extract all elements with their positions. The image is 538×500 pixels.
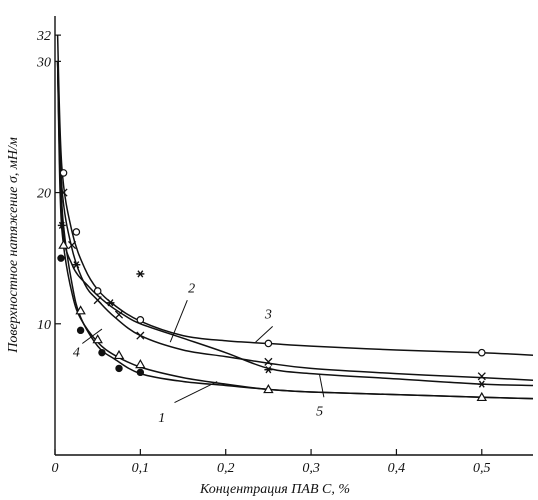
marker-open-triangle (92, 334, 103, 344)
y-tick-label: 30 (36, 55, 51, 70)
x-tick-label: 0,1 (132, 461, 150, 476)
marker-open-triangle (113, 349, 125, 360)
marker-open-circle (136, 316, 145, 324)
marker-cross (93, 296, 102, 305)
marker-cross (136, 331, 145, 340)
marker-asterisk (264, 366, 273, 374)
marker-asterisk (57, 221, 66, 229)
x-tick-label: 0,4 (388, 461, 406, 476)
x-axis-title: Концентрация ПАВ C, % (199, 482, 350, 497)
curve-label-3: 3 (264, 308, 272, 323)
marker-open-circle (72, 228, 81, 236)
curve-3 (56, 35, 534, 357)
markers (57, 169, 488, 402)
curve-label-4: 4 (73, 346, 80, 361)
leader-line-3 (255, 326, 273, 343)
curves (56, 35, 534, 400)
leader-line-5 (319, 374, 325, 398)
curve-4 (56, 61, 534, 400)
marker-open-circle (264, 339, 273, 348)
leader-line-2 (169, 299, 188, 343)
marker-cross (477, 372, 486, 381)
marker-open-triangle (263, 383, 274, 394)
curve-labels: 1 2 3 4 5 (73, 281, 325, 426)
y-tick-label: 32 (36, 29, 51, 44)
marker-open-circle (93, 287, 102, 295)
x-tick-label: 0,2 (217, 461, 235, 476)
marker-cross (68, 241, 77, 250)
marker-filled-circle (136, 368, 145, 377)
curve-5 (56, 61, 534, 387)
marker-filled-circle (76, 326, 85, 335)
marker-asterisk (477, 380, 486, 388)
x-tick-label: 0 (52, 461, 59, 476)
marker-cross (59, 188, 68, 197)
marker-filled-circle (57, 254, 65, 262)
marker-open-triangle (75, 305, 86, 315)
marker-open-triangle (58, 239, 69, 249)
marker-filled-circle (98, 348, 106, 357)
marker-open-circle (59, 169, 68, 177)
curve-label-5: 5 (316, 405, 323, 420)
y-axis-title: Поверхностное натяжение σ, мН/м (6, 137, 21, 354)
curve-label-2: 2 (188, 281, 195, 296)
x-tick-label: 0,5 (473, 461, 491, 476)
marker-open-circle (477, 348, 486, 357)
leader-line-4 (82, 328, 103, 344)
curve-1 (56, 61, 534, 400)
curve-label-1: 1 (158, 411, 165, 426)
y-tick-label: 10 (37, 318, 51, 333)
marker-asterisk (106, 299, 115, 307)
marker-asterisk (72, 261, 81, 269)
x-tick-label: 0,3 (302, 461, 320, 476)
leader-line-1 (174, 381, 218, 403)
curve-2 (56, 61, 534, 381)
marker-filled-circle (115, 364, 123, 373)
y-tick-label: 20 (37, 187, 51, 202)
marker-open-triangle (135, 359, 146, 369)
marker-open-triangle (476, 391, 488, 402)
marker-asterisk (136, 270, 145, 278)
marker-cross (114, 310, 124, 319)
marker-cross (264, 357, 273, 366)
